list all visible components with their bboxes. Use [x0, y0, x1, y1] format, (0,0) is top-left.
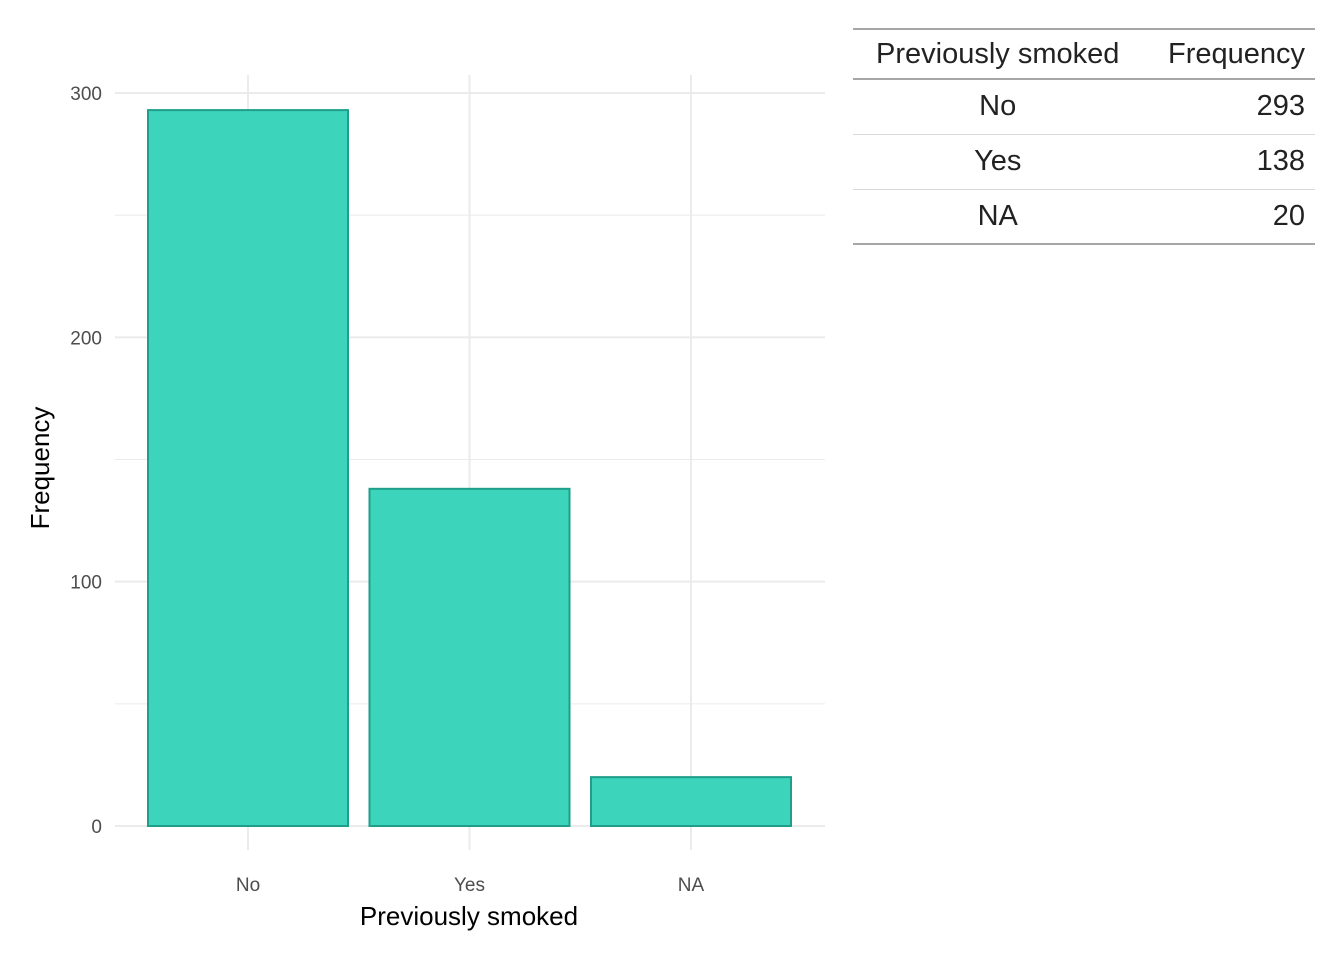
y-tick-label: 100: [70, 573, 102, 594]
table-header-frequency: Frequency: [1167, 37, 1305, 70]
table-cell-category: No: [979, 90, 1017, 123]
y-tick-label: 0: [91, 817, 102, 838]
x-tick-label: Yes: [454, 875, 485, 896]
bar-no: [147, 109, 349, 827]
table-row: No 293: [853, 79, 1315, 134]
table-cell-category: Yes: [974, 145, 1022, 177]
x-tick-label: NA: [678, 875, 705, 896]
table-row: NA 20: [853, 189, 1315, 244]
y-tick-label: 300: [70, 84, 102, 105]
table-cell-frequency: 138: [1256, 145, 1305, 177]
table-cell-frequency: 293: [1256, 90, 1305, 123]
table-header-category: Previously smoked: [876, 37, 1120, 70]
y-tick-label: 200: [70, 328, 102, 349]
frequency-table: Previously smoked Frequency No 293 Yes 1…: [853, 28, 1315, 245]
table-header-row: Previously smoked Frequency: [853, 29, 1315, 79]
bar-na: [590, 776, 792, 828]
bar-chart: 0 100 200 300 No Yes NA Previously smoked Fre…: [25, 75, 825, 931]
table-row: Yes 138: [853, 134, 1315, 189]
x-axis-ticks: No Yes NA: [236, 875, 705, 896]
x-axis-title: Previously smoked: [360, 901, 578, 931]
y-axis-title: Frequency: [25, 407, 55, 530]
table-cell-category: NA: [977, 199, 1018, 232]
bar-yes: [368, 487, 571, 827]
bars: [147, 109, 792, 828]
y-axis-ticks: 0 100 200 300: [70, 84, 102, 838]
x-tick-label: No: [236, 875, 260, 896]
table-cell-frequency: 20: [1272, 199, 1305, 232]
